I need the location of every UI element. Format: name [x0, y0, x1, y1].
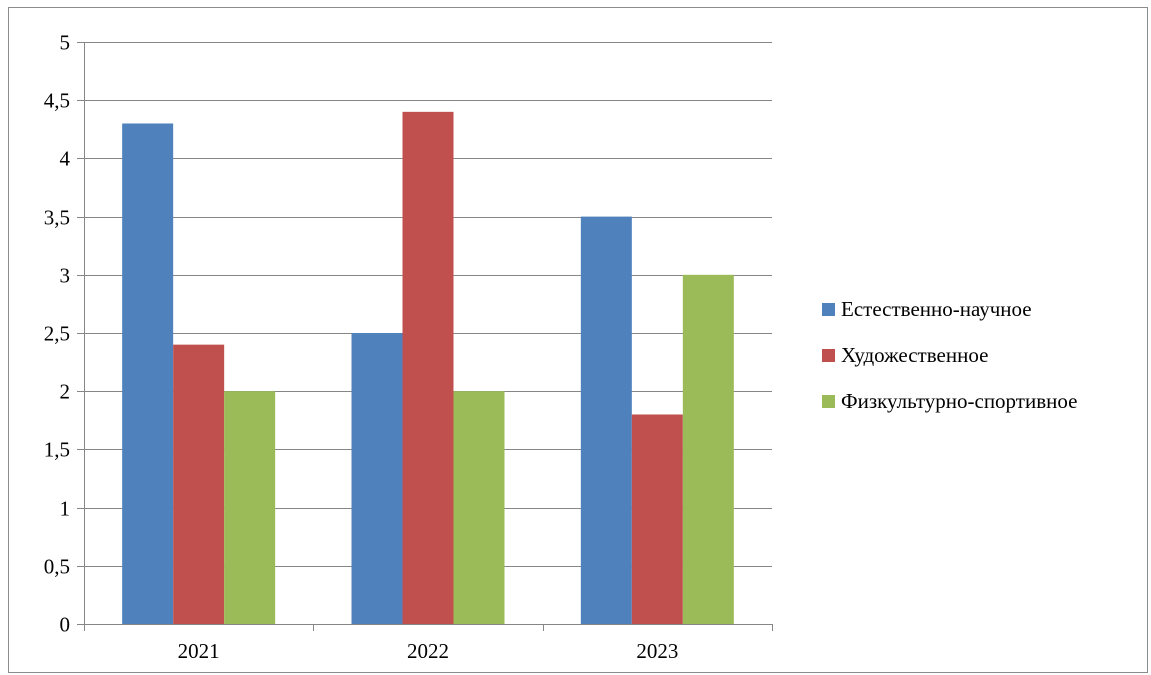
legend-label: Художественное [841, 343, 989, 367]
y-tick-label: 4 [60, 147, 71, 171]
bar [453, 391, 505, 624]
bar [682, 274, 734, 624]
legend-item: Художественное [822, 343, 1077, 367]
legend-swatch [822, 395, 835, 408]
x-tick-label: 2021 [178, 639, 220, 663]
y-tick-label: 1 [60, 497, 71, 521]
legend-label: Естественно-научное [841, 297, 1032, 321]
bar [122, 123, 174, 624]
legend-item: Физкультурно-спортивное [822, 389, 1078, 413]
x-tick-label: 2022 [407, 639, 449, 663]
y-tick-label: 0,5 [44, 555, 70, 579]
legend-label: Физкультурно-спортивное [841, 389, 1078, 413]
x-tick-label: 2023 [636, 639, 678, 663]
y-tick-label: 3,5 [44, 206, 70, 230]
bar [224, 391, 276, 624]
legend-item: Естественно-научное [822, 297, 1077, 321]
y-tick-label: 4,5 [44, 89, 70, 113]
y-tick-label: 0 [60, 613, 71, 637]
plot-area: 0 0,5 1 1,5 2 2,5 3 3,5 4 4,5 5 2021 2022 2023 [44, 31, 773, 663]
legend: Естественно-научное Художественное Физкуль… [822, 297, 1078, 436]
chart-frame: 0 0,5 1 1,5 2 2,5 3 3,5 4 4,5 5 2021 2022 2023 Естест… [8, 7, 1148, 673]
bar [580, 216, 632, 624]
bar [631, 414, 683, 624]
y-tick-label: 1,5 [44, 438, 70, 462]
bar [351, 333, 403, 624]
y-tick-label: 2 [60, 380, 71, 404]
bar [173, 344, 225, 624]
y-tick-label: 2,5 [44, 322, 70, 346]
y-tick-label: 3 [60, 264, 71, 288]
legend-swatch [822, 303, 835, 316]
bar [402, 111, 454, 625]
legend-swatch [822, 349, 835, 362]
y-tick-label: 5 [60, 31, 71, 55]
